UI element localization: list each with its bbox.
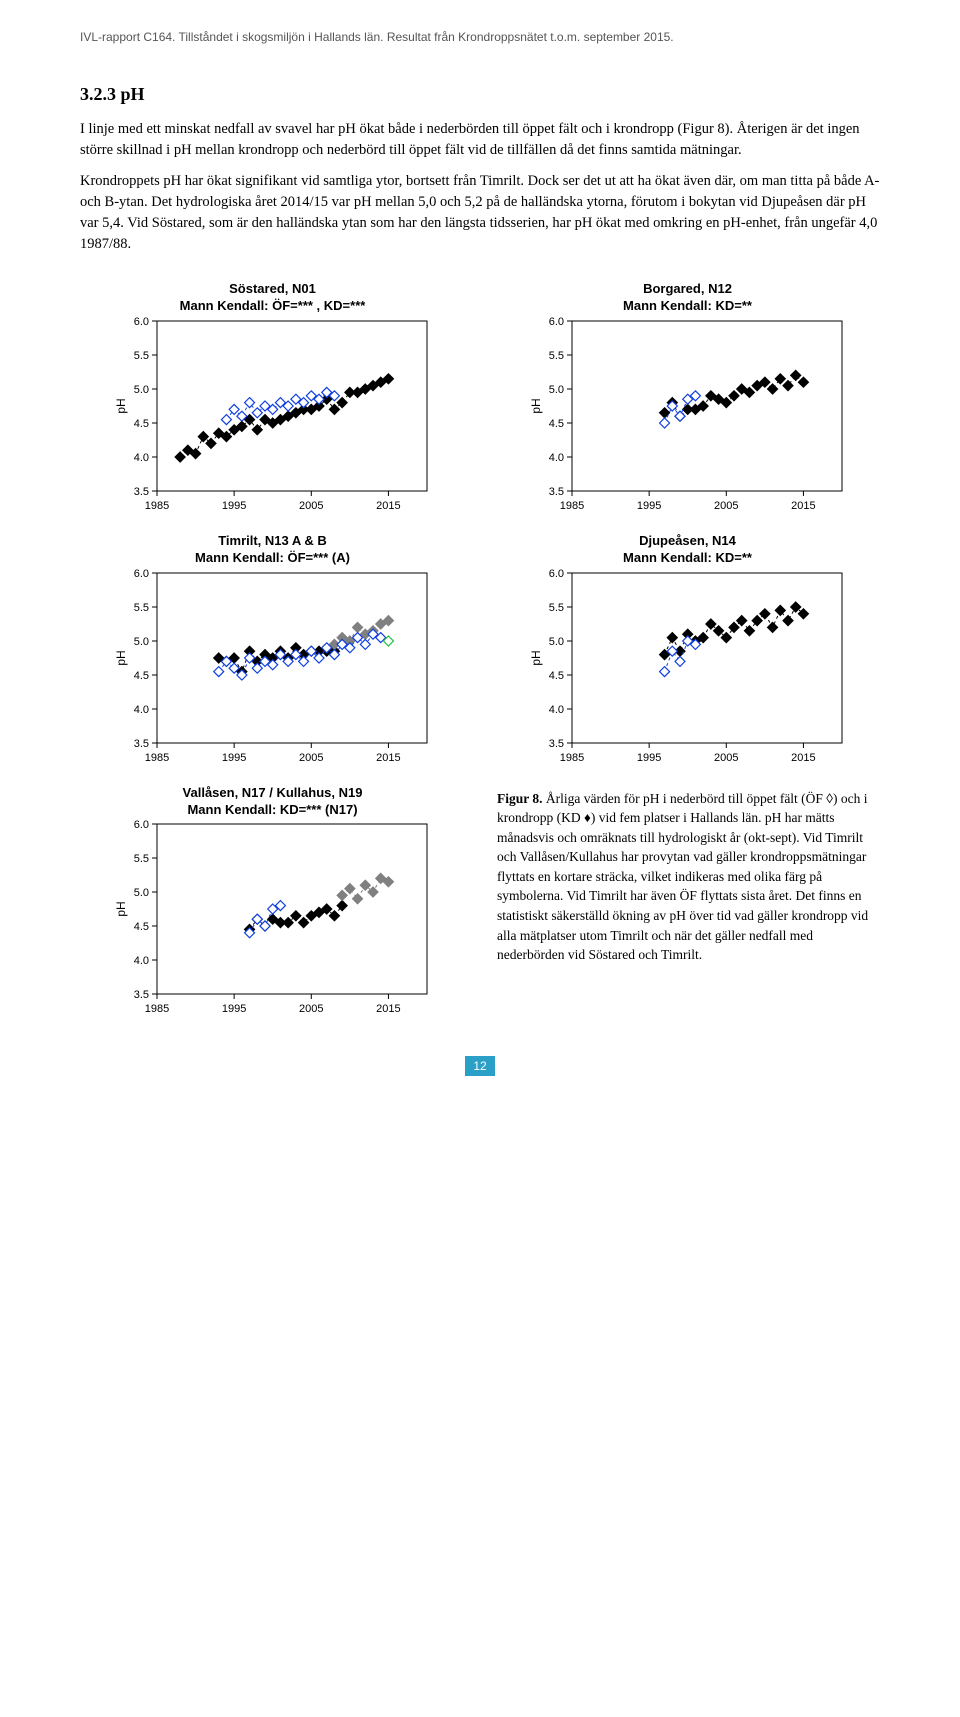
svg-text:4.0: 4.0 [133, 452, 148, 464]
svg-text:1985: 1985 [144, 1003, 168, 1015]
chart-svg: 3.5 4.0 4.5 5.0 5.5 6.0 1985 1995 2005 2015 pH [111, 818, 435, 1018]
svg-text:2015: 2015 [791, 752, 815, 764]
chart-title: Söstared, N01 Mann Kendall: ÖF=*** , KD=*… [80, 281, 465, 315]
svg-text:pH: pH [114, 650, 128, 665]
chart-svg: 3.5 4.0 4.5 5.0 5.5 6.0 1985 1995 2005 2015 pH [111, 567, 435, 767]
svg-text:4.0: 4.0 [133, 704, 148, 716]
svg-text:pH: pH [114, 398, 128, 413]
svg-text:2005: 2005 [714, 752, 738, 764]
svg-text:5.0: 5.0 [548, 384, 563, 396]
svg-text:pH: pH [529, 650, 543, 665]
svg-text:6.0: 6.0 [133, 316, 148, 328]
svg-text:2005: 2005 [299, 1003, 323, 1015]
svg-text:3.5: 3.5 [133, 989, 148, 1001]
svg-text:6.0: 6.0 [548, 568, 563, 580]
svg-text:5.0: 5.0 [133, 887, 148, 899]
svg-text:1995: 1995 [221, 500, 245, 512]
chart-title-line2: Mann Kendall: KD=*** (N17) [187, 802, 357, 817]
caption-lead: Figur 8. [497, 791, 543, 806]
svg-text:2005: 2005 [714, 500, 738, 512]
section-number: 3.2.3 [80, 84, 116, 104]
svg-text:pH: pH [529, 398, 543, 413]
svg-text:4.5: 4.5 [133, 418, 148, 430]
chart-title-line1: Vallåsen, N17 / Kullahus, N19 [183, 785, 363, 800]
svg-text:1985: 1985 [559, 752, 583, 764]
svg-text:4.0: 4.0 [133, 955, 148, 967]
chart-cell: Djupeåsen, N14 Mann Kendall: KD=** 3.5 4.0 4… [495, 533, 880, 767]
paragraph-1: I linje med ett minskat nedfall av svave… [80, 119, 880, 161]
svg-text:2015: 2015 [376, 1003, 400, 1015]
svg-text:4.5: 4.5 [133, 670, 148, 682]
svg-text:2005: 2005 [299, 752, 323, 764]
chart-title-line2: Mann Kendall: KD=** [623, 298, 752, 313]
chart-title: Borgared, N12 Mann Kendall: KD=** [495, 281, 880, 315]
chart-title-line1: Söstared, N01 [229, 281, 316, 296]
page-number: 12 [465, 1056, 495, 1076]
svg-text:1985: 1985 [144, 752, 168, 764]
chart-title-line1: Borgared, N12 [643, 281, 732, 296]
chart-title-line2: Mann Kendall: ÖF=*** , KD=*** [180, 298, 366, 313]
svg-text:5.0: 5.0 [133, 636, 148, 648]
svg-text:1985: 1985 [144, 500, 168, 512]
svg-text:5.5: 5.5 [133, 350, 148, 362]
chart-title: Timrilt, N13 A & B Mann Kendall: ÖF=*** (… [80, 533, 465, 567]
charts-grid: Söstared, N01 Mann Kendall: ÖF=*** , KD=*… [80, 281, 880, 1018]
svg-text:2015: 2015 [376, 500, 400, 512]
svg-text:4.5: 4.5 [133, 921, 148, 933]
paragraph-2: Krondroppets pH har ökat signifikant vid… [80, 171, 880, 255]
svg-text:pH: pH [114, 902, 128, 917]
svg-text:5.0: 5.0 [548, 636, 563, 648]
svg-text:6.0: 6.0 [133, 568, 148, 580]
svg-text:3.5: 3.5 [133, 486, 148, 498]
svg-text:3.5: 3.5 [548, 738, 563, 750]
svg-text:2005: 2005 [299, 500, 323, 512]
svg-text:3.5: 3.5 [548, 486, 563, 498]
svg-text:6.0: 6.0 [133, 819, 148, 831]
svg-text:6.0: 6.0 [548, 316, 563, 328]
page-header: IVL-rapport C164. Tillståndet i skogsmil… [80, 30, 880, 44]
chart-title-line2: Mann Kendall: ÖF=*** (A) [195, 550, 350, 565]
svg-text:1995: 1995 [636, 500, 660, 512]
figure-caption: Figur 8. Årliga värden för pH i nederbör… [495, 785, 880, 1019]
chart-title: Vallåsen, N17 / Kullahus, N19 Mann Kendal… [80, 785, 465, 819]
chart-cell: Söstared, N01 Mann Kendall: ÖF=*** , KD=*… [80, 281, 465, 515]
svg-text:4.0: 4.0 [548, 704, 563, 716]
chart-title: Djupeåsen, N14 Mann Kendall: KD=** [495, 533, 880, 567]
svg-text:5.0: 5.0 [133, 384, 148, 396]
svg-text:5.5: 5.5 [133, 602, 148, 614]
chart-cell: Vallåsen, N17 / Kullahus, N19 Mann Kendal… [80, 785, 465, 1019]
svg-text:1995: 1995 [221, 1003, 245, 1015]
svg-text:5.5: 5.5 [548, 350, 563, 362]
svg-text:4.5: 4.5 [548, 670, 563, 682]
caption-text: Årliga värden för pH i nederbörd till öp… [497, 791, 868, 963]
chart-title-line1: Djupeåsen, N14 [639, 533, 736, 548]
svg-text:4.0: 4.0 [548, 452, 563, 464]
svg-text:3.5: 3.5 [133, 738, 148, 750]
chart-title-line1: Timrilt, N13 A & B [218, 533, 327, 548]
svg-text:5.5: 5.5 [133, 853, 148, 865]
svg-text:4.5: 4.5 [548, 418, 563, 430]
chart-title-line2: Mann Kendall: KD=** [623, 550, 752, 565]
svg-text:2015: 2015 [791, 500, 815, 512]
chart-svg: 3.5 4.0 4.5 5.0 5.5 6.0 1985 1995 2005 2015 pH [111, 315, 435, 515]
chart-cell: Borgared, N12 Mann Kendall: KD=** 3.5 4.0 4.… [495, 281, 880, 515]
chart-svg: 3.5 4.0 4.5 5.0 5.5 6.0 1985 1995 2005 2015 pH [526, 567, 850, 767]
svg-text:5.5: 5.5 [548, 602, 563, 614]
svg-text:1985: 1985 [559, 500, 583, 512]
chart-svg: 3.5 4.0 4.5 5.0 5.5 6.0 1985 1995 2005 2015 pH [526, 315, 850, 515]
section-title-text: pH [121, 84, 145, 104]
section-heading: 3.2.3 pH [80, 84, 880, 105]
svg-text:2015: 2015 [376, 752, 400, 764]
svg-text:1995: 1995 [221, 752, 245, 764]
chart-cell: Timrilt, N13 A & B Mann Kendall: ÖF=*** (… [80, 533, 465, 767]
svg-text:1995: 1995 [636, 752, 660, 764]
